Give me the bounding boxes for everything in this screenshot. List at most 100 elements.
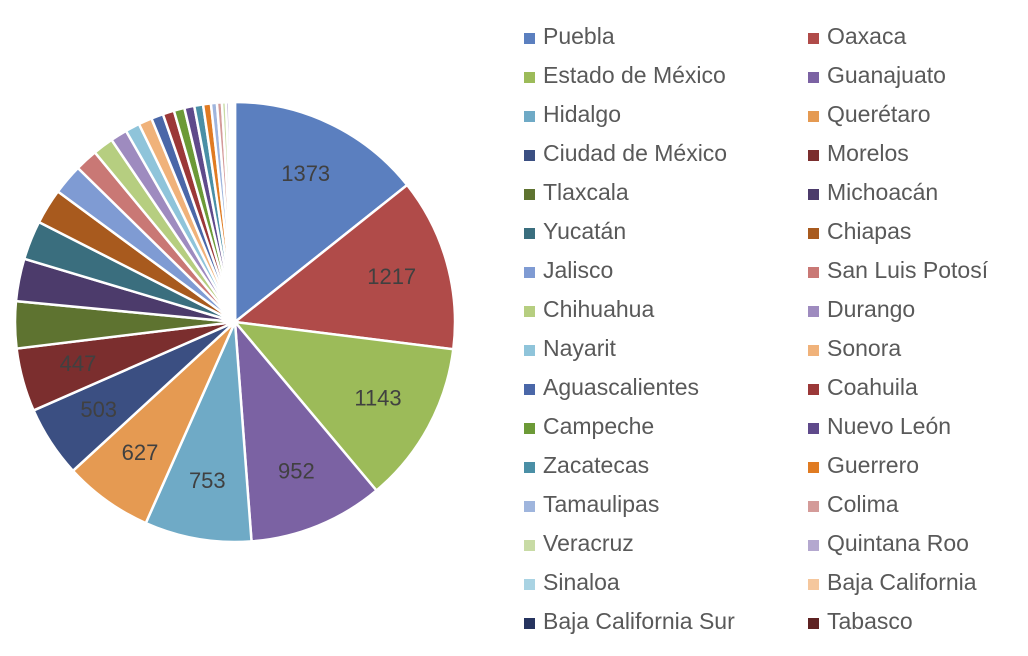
legend-label: Tlaxcala [543, 179, 629, 205]
legend-swatch [524, 423, 535, 434]
legend-swatch [808, 267, 819, 278]
legend-swatch [808, 423, 819, 434]
legend-label: Guanajuato [827, 62, 946, 88]
legend-item-michoacan: Michoacán [808, 179, 938, 205]
legend-swatch [524, 306, 535, 317]
legend-swatch [524, 501, 535, 512]
data-label-ciudad-de-mexico: 503 [80, 397, 117, 422]
legend-swatch [808, 345, 819, 356]
legend-item-oaxaca: Oaxaca [808, 23, 906, 49]
legend-item-nayarit: Nayarit [524, 335, 616, 361]
legend-swatch [524, 579, 535, 590]
legend-item-jalisco: Jalisco [524, 257, 613, 283]
legend-label: Nuevo León [827, 413, 951, 439]
legend-item-baja-california-sur: Baja California Sur [524, 608, 735, 634]
slice-guanajuato [233, 318, 379, 543]
legend-item-puebla: Puebla [524, 23, 615, 49]
legend-swatch [808, 540, 819, 551]
legend-swatch [808, 72, 819, 83]
legend-item-baja-california: Baja California [808, 569, 977, 595]
legend-item-queretaro: Querétaro [808, 101, 931, 127]
slice-tabasco [233, 100, 237, 323]
legend-swatch [808, 384, 819, 395]
legend-swatch [808, 33, 819, 44]
legend: Puebla Oaxaca Estado de México Guanajuato H… [524, 23, 989, 634]
legend-item-tamaulipas: Tamaulipas [524, 491, 659, 517]
legend-label: Veracruz [543, 530, 634, 556]
legend-label: Zacatecas [543, 452, 649, 478]
legend-label: Sonora [827, 335, 901, 361]
legend-item-quintana-roo: Quintana Roo [808, 530, 969, 556]
legend-swatch [808, 579, 819, 590]
legend-swatch [524, 72, 535, 83]
legend-swatch [524, 384, 535, 395]
legend-label: Colima [827, 491, 899, 517]
legend-label: Morelos [827, 140, 909, 166]
legend-label: San Luis Potosí [827, 257, 989, 283]
slice-oaxaca [231, 183, 457, 351]
legend-swatch [808, 306, 819, 317]
legend-item-nuevo-leon: Nuevo León [808, 413, 951, 439]
data-label-morelos: 447 [60, 351, 97, 376]
legend-item-yucatan: Yucatán [524, 218, 626, 244]
legend-item-guanajuato: Guanajuato [808, 62, 946, 88]
slice-puebla [233, 100, 409, 325]
legend-label: Sinaloa [543, 569, 620, 595]
legend-item-colima: Colima [808, 491, 899, 517]
data-label-oaxaca: 1217 [367, 264, 416, 289]
legend-label: Nayarit [543, 335, 616, 361]
legend-swatch [524, 189, 535, 200]
legend-swatch [524, 267, 535, 278]
legend-label: Tabasco [827, 608, 913, 634]
legend-item-morelos: Morelos [808, 140, 909, 166]
data-label-puebla: 1373 [281, 161, 330, 186]
legend-label: Ciudad de México [543, 140, 727, 166]
slice-estado-de-mexico [231, 320, 455, 493]
legend-swatch [808, 228, 819, 239]
legend-item-chiapas: Chiapas [808, 218, 911, 244]
legend-label: Campeche [543, 413, 654, 439]
legend-swatch [808, 150, 819, 161]
legend-label: Jalisco [543, 257, 613, 283]
legend-item-estado-de-mexico: Estado de México [524, 62, 726, 88]
data-label-hidalgo: 753 [189, 468, 226, 493]
data-label-estado-de-mexico: 1143 [354, 386, 401, 411]
legend-item-veracruz: Veracruz [524, 530, 634, 556]
legend-swatch [808, 111, 819, 122]
legend-label: Tamaulipas [543, 491, 659, 517]
legend-label: Quintana Roo [827, 530, 969, 556]
legend-label: Aguascalientes [543, 374, 699, 400]
legend-item-campeche: Campeche [524, 413, 654, 439]
legend-item-guerrero: Guerrero [808, 452, 919, 478]
legend-label: Chiapas [827, 218, 911, 244]
legend-label: Chihuahua [543, 296, 654, 322]
legend-swatch [524, 228, 535, 239]
legend-item-san-luis-potosi: San Luis Potosí [808, 257, 989, 283]
legend-item-tlaxcala: Tlaxcala [524, 179, 629, 205]
legend-item-tabasco: Tabasco [808, 608, 913, 634]
legend-swatch [808, 618, 819, 629]
legend-item-aguascalientes: Aguascalientes [524, 374, 699, 400]
legend-item-sonora: Sonora [808, 335, 901, 361]
pie-slices [13, 100, 457, 544]
legend-swatch [524, 345, 535, 356]
legend-item-sinaloa: Sinaloa [524, 569, 620, 595]
legend-label: Coahuila [827, 374, 918, 400]
legend-label: Puebla [543, 23, 615, 49]
legend-swatch [524, 111, 535, 122]
legend-item-chihuahua: Chihuahua [524, 296, 654, 322]
data-label-queretaro: 627 [122, 440, 159, 465]
legend-label: Estado de México [543, 62, 726, 88]
data-label-guanajuato: 952 [278, 459, 315, 484]
legend-label: Yucatán [543, 218, 626, 244]
legend-swatch [808, 462, 819, 473]
legend-swatch [524, 150, 535, 161]
legend-item-hidalgo: Hidalgo [524, 101, 621, 127]
legend-item-ciudad-de-mexico: Ciudad de México [524, 140, 727, 166]
legend-swatch [808, 501, 819, 512]
legend-item-zacatecas: Zacatecas [524, 452, 649, 478]
legend-item-coahuila: Coahuila [808, 374, 918, 400]
slice-hidalgo [144, 321, 253, 544]
